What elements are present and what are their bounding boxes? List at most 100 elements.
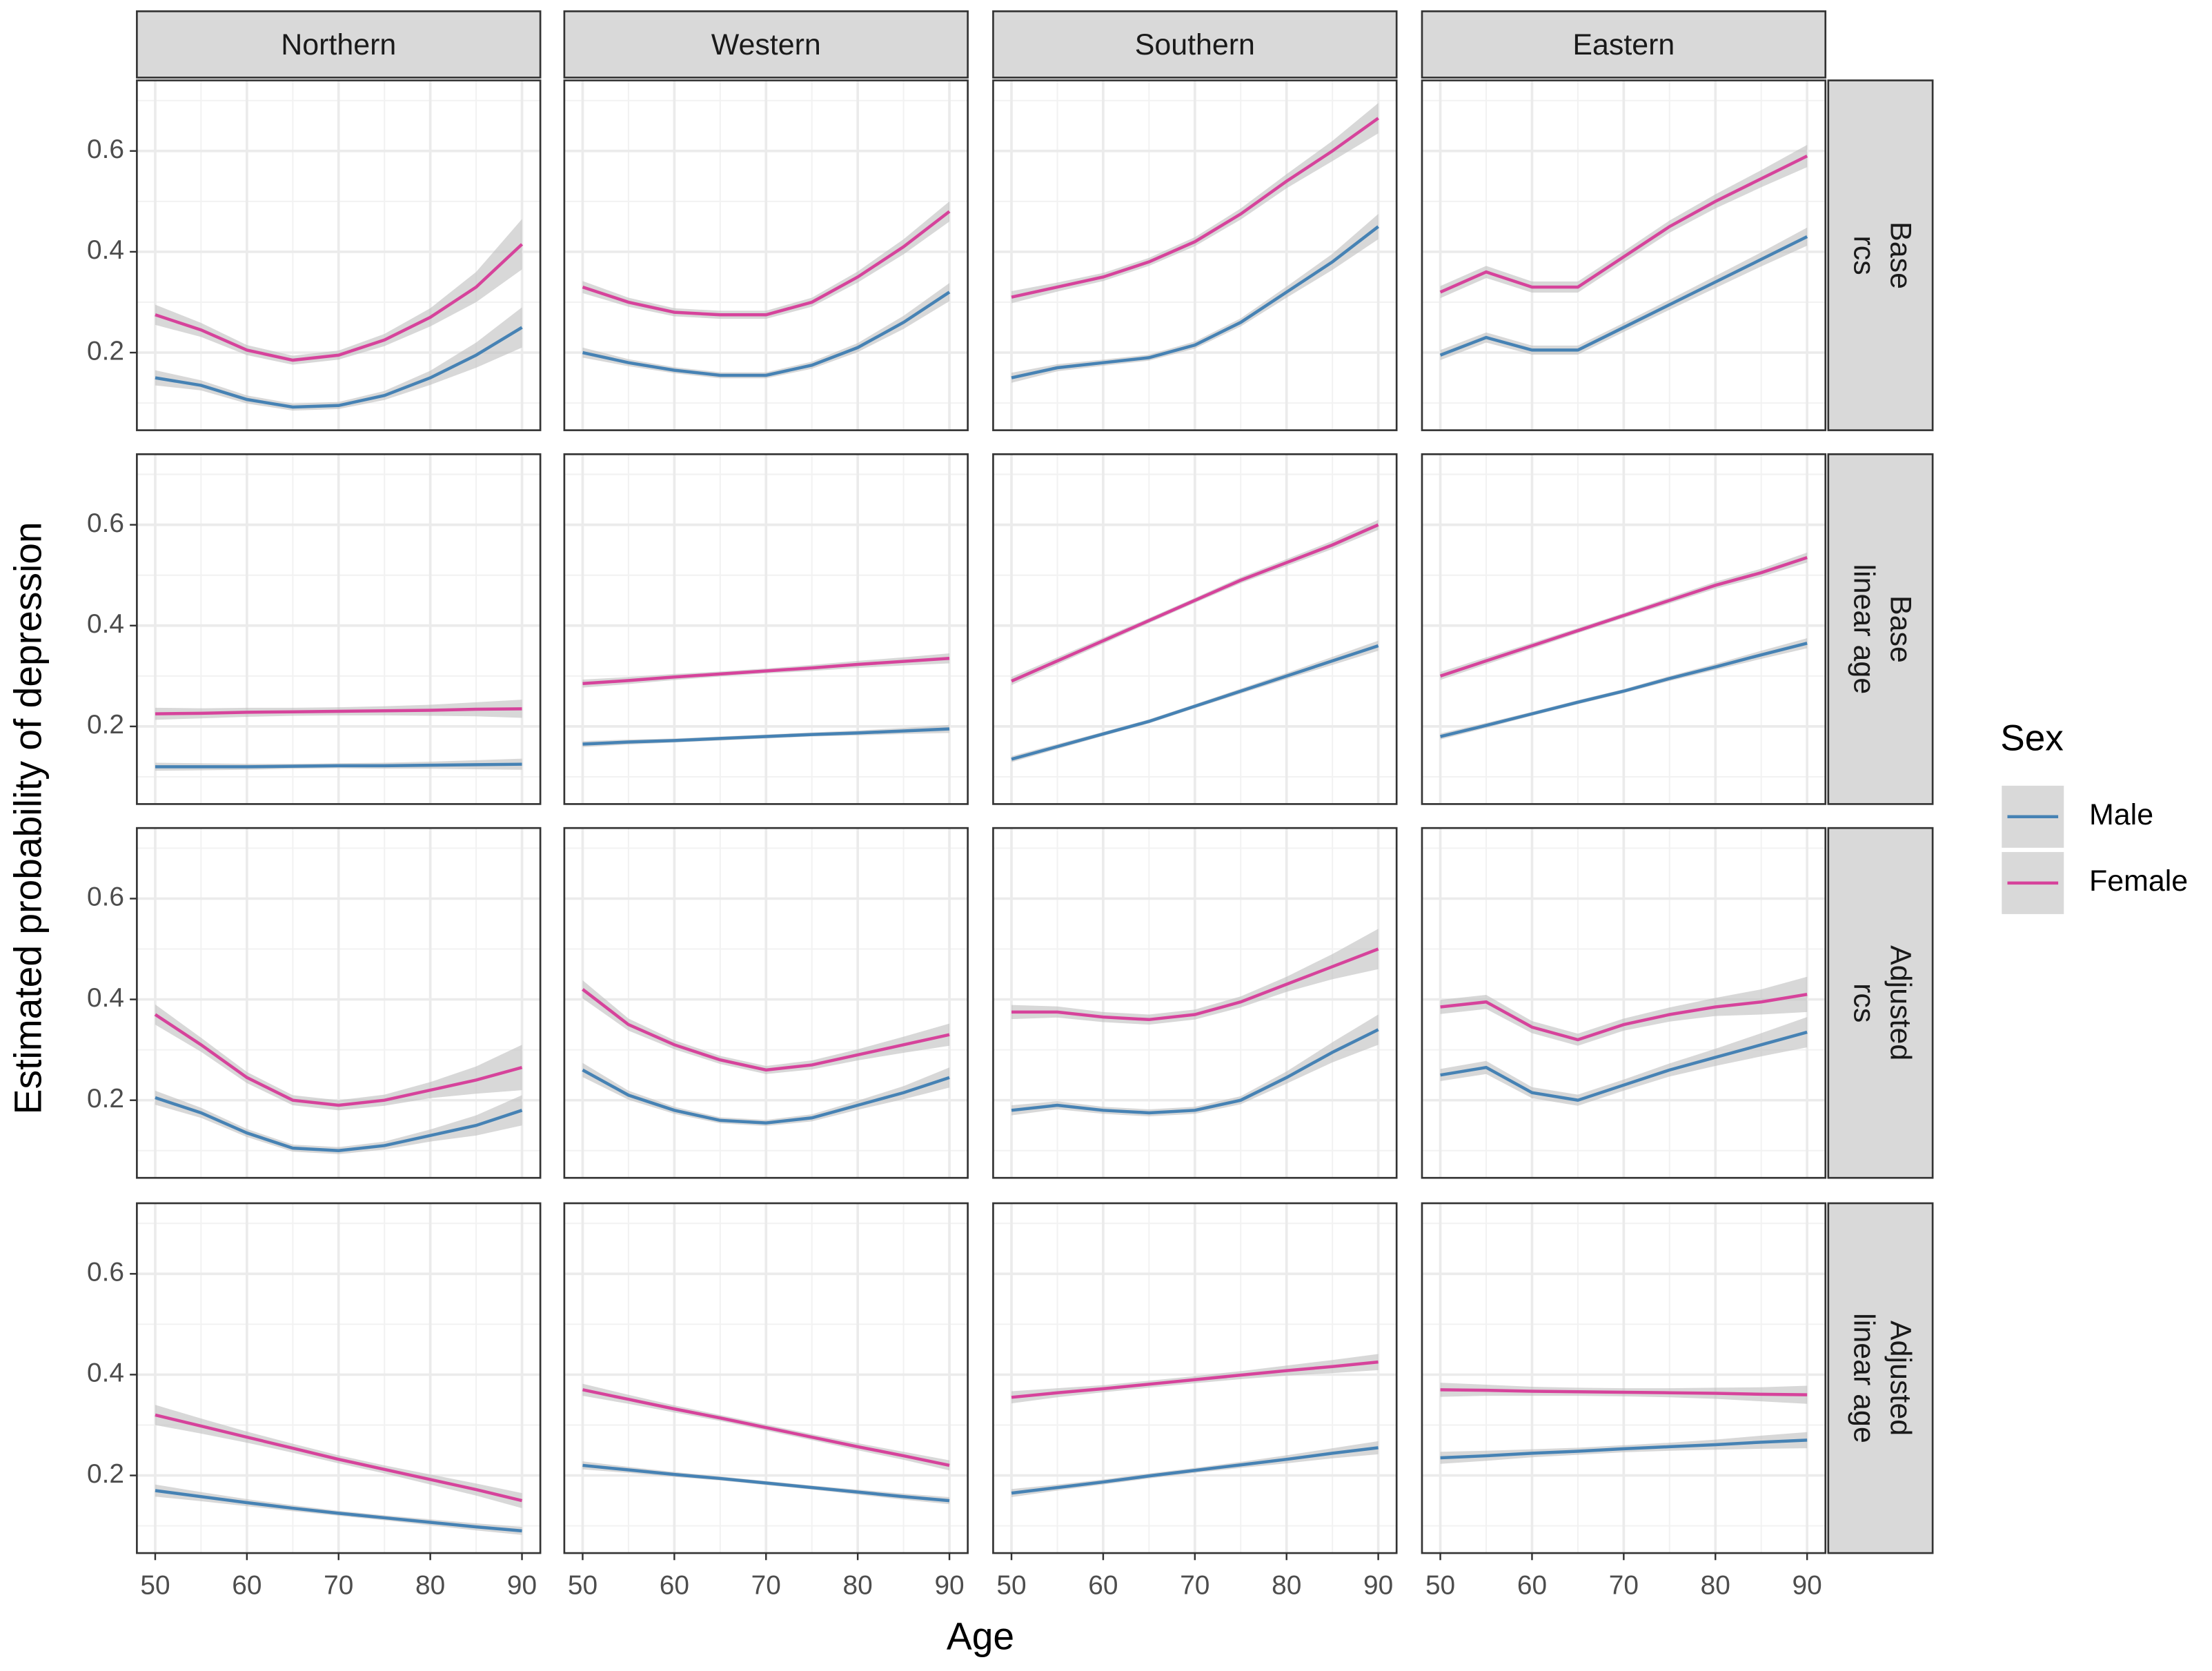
series-line [1439,155,1808,294]
confidence-band [582,980,950,1074]
confidence-band [1440,1017,1808,1106]
confidence-band [582,201,950,319]
facet-strip [1827,827,1934,1179]
x-tick-label: 70 [1609,1570,1639,1600]
facet-strip-label: Base [1884,221,1917,289]
facet-strip [1827,1202,1934,1554]
series-line [582,727,950,746]
panel-border [563,453,969,805]
panel-border [992,453,1398,805]
legend-label: Female [2089,864,2188,898]
confidence-band [155,1405,522,1509]
y-tick-label: 0.6 [87,882,124,912]
y-tick-label: 0.2 [87,710,124,740]
series-line [582,657,950,686]
series-line [1439,235,1808,357]
panel-border [136,453,542,805]
facet-strip-label: Adjusted [1884,1321,1917,1436]
x-tick-label: 70 [1180,1570,1209,1600]
facet-strip-label: linear age [1848,564,1881,695]
series-line [1011,1028,1379,1115]
facet-strip [1421,10,1827,79]
series-line [1011,117,1379,299]
x-tick-label: 60 [660,1570,689,1600]
facet-strip [992,10,1398,79]
confidence-band [155,1090,522,1154]
series-line [155,326,523,409]
y-tick-label: 0.2 [87,336,124,366]
x-tick-label: 90 [1363,1570,1393,1600]
panel-border [1421,827,1827,1179]
x-tick-label: 80 [1272,1570,1301,1600]
series-line [1011,947,1379,1022]
x-tick-label: 70 [324,1570,353,1600]
series-line [155,1489,522,1533]
series-line [1011,1446,1379,1495]
y-tick-label: 0.4 [87,609,124,639]
x-tick-label: 60 [1088,1570,1118,1600]
panel-border [136,79,542,431]
series-line [1440,1438,1808,1460]
facet-strip-label: Eastern [1572,28,1675,61]
series-line [154,1013,523,1107]
x-tick-label: 80 [415,1570,445,1600]
x-tick-label: 60 [232,1570,261,1600]
x-tick-label: 90 [1793,1570,1822,1600]
series-line [155,762,522,769]
facet-strip-label: rcs [1848,983,1881,1022]
facet-strip-label: Southern [1135,28,1255,61]
series-line [582,1463,950,1503]
series-line [582,1068,950,1125]
legend-label: Male [2089,798,2153,831]
series-line [582,988,950,1072]
y-axis-label: Estimated probability of depression [7,522,50,1114]
facet-strip-label: rcs [1848,235,1881,275]
series-line [1011,1360,1379,1399]
series-line [155,1096,523,1153]
facet-strip [1827,453,1934,805]
series-line [1011,225,1379,379]
x-tick-label: 80 [843,1570,873,1600]
x-tick-label: 90 [507,1570,537,1600]
panel-border [1421,79,1827,431]
x-tick-label: 50 [140,1570,170,1600]
series-line [582,1388,950,1467]
x-tick-label: 80 [1701,1570,1730,1600]
panel-border [563,827,969,1179]
facet-strip [1827,79,1934,431]
panel-border [563,79,969,431]
series-line [1440,993,1808,1042]
y-tick-label: 0.6 [87,135,124,164]
y-tick-label: 0.4 [87,1358,124,1388]
series-line [155,707,522,715]
panel-border [992,79,1398,431]
facet-strip-label: Western [711,28,821,61]
facet-strip-label: Adjusted [1884,945,1917,1060]
series-line [582,290,951,377]
x-tick-label: 90 [934,1570,964,1600]
facet-strip-label: Northern [281,28,396,61]
panel-border [992,827,1398,1179]
x-tick-label: 50 [996,1570,1026,1600]
series-line [155,1413,523,1503]
confidence-band [155,1004,522,1111]
x-tick-label: 50 [568,1570,598,1600]
facet-strip [136,10,542,79]
series-line [1011,644,1379,761]
y-tick-label: 0.6 [87,508,124,538]
y-tick-label: 0.4 [87,235,124,265]
confidence-band [1011,214,1379,383]
series-line [1011,523,1379,683]
facet-strip-label: linear age [1848,1313,1881,1443]
x-axis-label: Age [947,1614,1014,1657]
facet-strip [563,10,969,79]
y-tick-label: 0.6 [87,1258,124,1287]
x-tick-label: 50 [1425,1570,1455,1600]
y-tick-label: 0.2 [87,1459,124,1489]
y-tick-label: 0.4 [87,983,124,1013]
